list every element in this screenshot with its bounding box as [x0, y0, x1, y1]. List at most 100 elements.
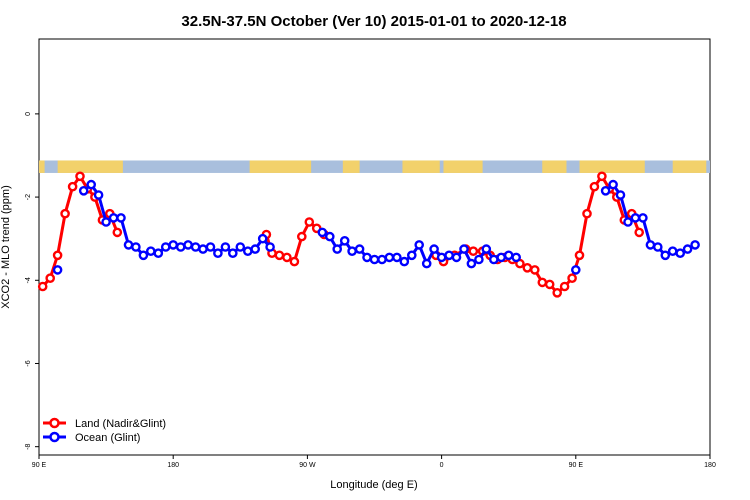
data-point — [597, 171, 607, 182]
data-point — [205, 242, 216, 252]
data-point — [667, 246, 678, 256]
data-point — [198, 244, 208, 254]
data-point — [436, 252, 447, 263]
data-point — [582, 208, 592, 219]
land-segment — [672, 160, 707, 173]
data-point — [571, 265, 581, 275]
data-point — [552, 287, 563, 298]
data-point — [52, 250, 63, 261]
legend-ocean-label: Ocean (Glint) — [75, 432, 140, 444]
data-point — [138, 250, 149, 261]
data-point — [615, 190, 626, 200]
data-point — [168, 240, 178, 250]
data-point — [675, 248, 686, 258]
y-axis: 0 -2 -4 -6 -8 — [25, 112, 39, 450]
land-segment — [249, 160, 312, 173]
data-point — [257, 233, 268, 244]
data-point — [421, 258, 432, 269]
data-point — [227, 248, 238, 258]
legend-land-marker — [49, 417, 60, 429]
data-point — [153, 248, 164, 258]
data-point — [67, 181, 78, 192]
land-segment — [57, 160, 123, 173]
data-point — [503, 250, 514, 261]
data-point — [682, 244, 693, 254]
data-point — [304, 217, 315, 227]
data-point — [37, 281, 48, 292]
data-point — [544, 279, 555, 290]
data-point — [93, 190, 104, 200]
data-point — [481, 244, 492, 254]
data-point — [347, 246, 357, 256]
plot-frame — [38, 38, 711, 456]
data-point — [522, 262, 533, 273]
data-point — [60, 208, 70, 219]
data-point — [175, 242, 186, 252]
data-point — [265, 242, 275, 252]
data-point — [112, 227, 123, 238]
data-point — [488, 254, 499, 265]
data-point — [75, 171, 85, 182]
land-segment — [342, 160, 360, 173]
data-point — [250, 244, 260, 254]
data-point — [324, 231, 335, 242]
x-tick-label: 90 W — [299, 462, 316, 469]
data-point — [183, 240, 193, 250]
data-point — [384, 252, 395, 263]
data-point — [78, 185, 89, 196]
data-point — [474, 254, 484, 265]
land-segment — [579, 160, 645, 173]
series-ocean — [52, 179, 700, 275]
data-point — [653, 242, 663, 252]
land-segment — [39, 160, 45, 173]
legend: Land (Nadir&Glint) Ocean (Glint) — [43, 417, 166, 444]
y-tick-label: -6 — [25, 360, 32, 366]
x-axis: 90 E 180 90 W 0 90 E 180 — [32, 455, 716, 469]
data-point — [623, 217, 633, 227]
data-point — [638, 213, 648, 223]
data-point — [444, 250, 454, 261]
data-point — [414, 240, 425, 250]
series-land — [37, 171, 645, 298]
series-layer — [37, 171, 700, 298]
data-point — [101, 217, 111, 227]
data-point — [339, 235, 350, 246]
data-point — [634, 227, 645, 238]
x-tick-label: 90 E — [32, 462, 47, 469]
data-point — [466, 258, 477, 269]
data-point — [690, 240, 700, 250]
data-point — [108, 213, 119, 223]
data-point — [559, 281, 570, 292]
y-axis-label: XCO2 - MLO trend (ppm) — [0, 185, 12, 308]
data-point — [630, 213, 641, 223]
y-tick-label: -2 — [25, 194, 32, 200]
data-point — [274, 250, 285, 261]
data-point — [496, 252, 507, 263]
land-segment — [542, 160, 567, 173]
data-point — [296, 231, 307, 242]
data-point — [660, 250, 671, 261]
data-point — [145, 246, 156, 256]
data-point — [190, 242, 201, 252]
data-point — [220, 242, 231, 252]
data-point — [608, 179, 618, 190]
x-tick-label: 90 E — [569, 462, 584, 469]
legend-ocean-marker — [49, 431, 60, 443]
x-axis-label: Longitude (deg E) — [330, 479, 417, 491]
data-point — [459, 244, 469, 254]
data-point — [332, 244, 343, 254]
data-point — [354, 244, 365, 254]
data-point — [52, 265, 63, 275]
x-tick-label: 180 — [704, 462, 716, 469]
land-segment — [443, 160, 483, 173]
data-point — [530, 265, 540, 275]
y-tick-label: 0 — [25, 112, 32, 116]
data-point — [160, 242, 171, 252]
land-segment — [402, 160, 440, 173]
x-tick-label: 0 — [440, 462, 444, 469]
data-point — [282, 252, 292, 263]
data-point — [567, 273, 577, 284]
data-point — [399, 256, 410, 267]
data-point — [392, 252, 402, 263]
